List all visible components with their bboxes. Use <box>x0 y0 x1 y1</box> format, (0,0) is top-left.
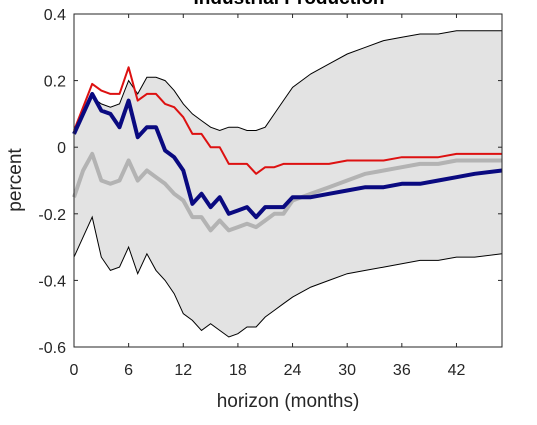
y-tick-label: 0 <box>57 140 66 157</box>
y-axis-label: percent <box>5 148 26 212</box>
y-tick-label: -0.2 <box>38 207 66 224</box>
x-tick-label: 42 <box>448 362 466 379</box>
x-axis-label: horizon (months) <box>217 391 360 412</box>
plot-area <box>74 31 502 337</box>
y-tick-label: -0.6 <box>38 340 66 357</box>
x-tick-label: 36 <box>393 362 411 379</box>
x-tick-label: 12 <box>174 362 192 379</box>
y-tick-label: 0.2 <box>44 74 66 91</box>
x-tick-label: 24 <box>284 362 302 379</box>
y-tick-label: 0.4 <box>44 7 66 24</box>
x-tick-labels: 0 6 12 18 24 30 36 42 <box>70 362 466 379</box>
x-tick-label: 30 <box>338 362 356 379</box>
y-tick-labels: -0.6 -0.4 -0.2 0 0.2 0.4 <box>38 7 66 357</box>
x-tick-label: 18 <box>229 362 247 379</box>
confidence-band <box>74 31 502 337</box>
y-tick-label: -0.4 <box>38 273 66 290</box>
chart-title: Industrial Production <box>193 0 384 9</box>
x-tick-label: 6 <box>124 362 133 379</box>
x-tick-label: 0 <box>70 362 79 379</box>
